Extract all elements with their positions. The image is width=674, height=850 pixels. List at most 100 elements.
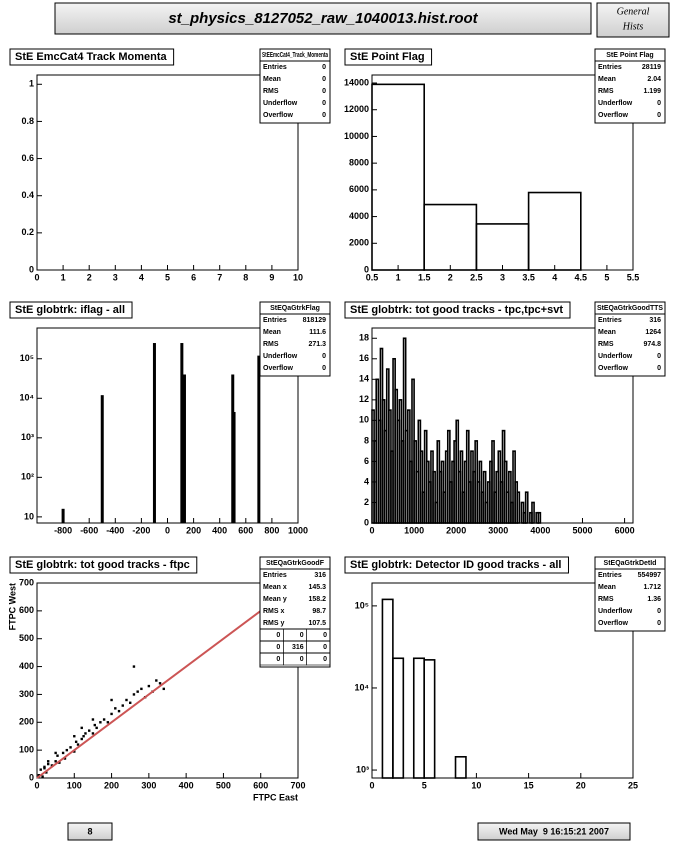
- point: [58, 761, 61, 764]
- chart-title: StE globtrk: Detector ID good tracks - a…: [350, 559, 561, 571]
- x-tick-label: -600: [80, 525, 98, 535]
- x-tick-label: 4: [139, 272, 144, 282]
- y-tick-label: 10²: [21, 472, 34, 482]
- x-tick-label: -800: [54, 525, 72, 535]
- stats-label: Mean: [598, 76, 616, 83]
- stats-value: 974.8: [643, 341, 661, 348]
- stats-label: Entries: [598, 64, 622, 71]
- bar: [482, 470, 487, 524]
- y-tick-label: 1: [29, 79, 34, 89]
- point: [99, 721, 102, 724]
- x-tick-label: 0: [369, 780, 374, 790]
- stats-cell-value: 316: [292, 644, 304, 651]
- stats-cell-value: 0: [323, 656, 327, 663]
- x-tick-label: 2.5: [470, 272, 483, 282]
- stats-name: StEEmcCat4_Track_Momenta: [262, 52, 328, 59]
- stats-name: StE Point Flag: [606, 52, 653, 59]
- chart-title: StE globtrk: tot good tracks - tpc,tpc+s…: [350, 304, 563, 316]
- stats-value: 28119: [642, 64, 661, 71]
- stats-label: Mean x: [263, 584, 287, 591]
- point: [80, 726, 83, 730]
- y-tick-label: 600: [19, 605, 34, 615]
- header-box: [54, 2, 592, 35]
- x-tick-label: 400: [179, 780, 194, 790]
- point: [114, 707, 117, 710]
- x-tick-label: 3.5: [522, 272, 535, 282]
- point: [80, 737, 83, 741]
- bar: [508, 470, 512, 524]
- stats-cell-value: 0: [300, 656, 304, 663]
- y-tick-label: 10³: [356, 764, 369, 774]
- x-tick-label: 400: [212, 525, 227, 535]
- stats-label: Entries: [263, 572, 287, 579]
- stats-label: RMS: [598, 88, 614, 95]
- x-tick-label: 600: [253, 780, 268, 790]
- y-tick-label: 0.2: [21, 227, 34, 237]
- x-tick-label: 0.5: [366, 272, 379, 282]
- stats-label: Entries: [598, 317, 622, 324]
- stats-value: 0: [322, 100, 326, 107]
- title-box: [9, 556, 198, 574]
- y-tick-label: 14: [359, 374, 369, 384]
- point: [155, 679, 158, 682]
- stats-value: 145.3: [308, 584, 326, 591]
- stats-label: Overflow: [263, 365, 294, 372]
- stats-value: 1.36: [647, 596, 661, 603]
- x-tick-label: 0: [34, 780, 39, 790]
- date-box: [477, 822, 631, 841]
- stats-label: Underflow: [263, 353, 298, 360]
- stats-cell-value: 0: [276, 644, 280, 651]
- stats-label: Underflow: [598, 353, 633, 360]
- stats-box: [259, 556, 331, 668]
- bar: [524, 491, 529, 524]
- x-tick-label: 15: [524, 780, 534, 790]
- bar: [61, 508, 65, 523]
- y-tick-label: 2: [364, 497, 369, 507]
- x-tick-label: 1: [61, 272, 66, 282]
- stats-label: Entries: [598, 572, 622, 579]
- stats-cell-value: 0: [300, 632, 304, 639]
- title-box: [9, 301, 133, 319]
- stats-value: 0: [657, 112, 661, 119]
- bar: [152, 343, 156, 523]
- stats-value: 818129: [303, 317, 326, 324]
- stats-label: RMS y: [263, 620, 285, 627]
- x-tick-label: -200: [132, 525, 150, 535]
- point: [110, 698, 113, 702]
- side-box: [596, 2, 670, 38]
- page-box: [67, 822, 113, 841]
- point: [140, 687, 143, 691]
- stats-cell-value: 0: [323, 644, 327, 651]
- bar: [491, 440, 495, 524]
- point: [43, 765, 46, 769]
- x-tick-label: 2: [448, 272, 453, 282]
- point: [74, 740, 78, 743]
- stats-value: 316: [649, 317, 661, 324]
- y-tick-label: 10: [359, 415, 369, 425]
- plot-frame: [371, 582, 634, 779]
- y-tick-label: 0: [29, 264, 34, 274]
- stats-value: 111.6: [309, 329, 326, 336]
- stats-cell-value: 0: [276, 656, 280, 663]
- stats-label: Overflow: [598, 620, 629, 627]
- x-tick-label: 600: [238, 525, 253, 535]
- point: [50, 764, 54, 767]
- bar: [465, 429, 470, 524]
- stats-label: Entries: [263, 317, 287, 324]
- bar: [531, 501, 535, 524]
- bar: [392, 657, 405, 779]
- bar: [180, 343, 184, 523]
- stats-value: 0: [657, 100, 661, 107]
- point: [82, 735, 85, 738]
- y-tick-label: 10: [24, 511, 34, 521]
- x-tick-label: 800: [264, 525, 279, 535]
- x-tick-label: 0: [165, 525, 170, 535]
- point: [63, 757, 67, 760]
- point: [117, 709, 121, 713]
- bar: [432, 470, 436, 524]
- x-tick-label: 1: [396, 272, 401, 282]
- point: [43, 767, 46, 770]
- point: [91, 732, 95, 735]
- stats-value: 1.199: [643, 88, 661, 95]
- stats-cell-value: 0: [323, 632, 327, 639]
